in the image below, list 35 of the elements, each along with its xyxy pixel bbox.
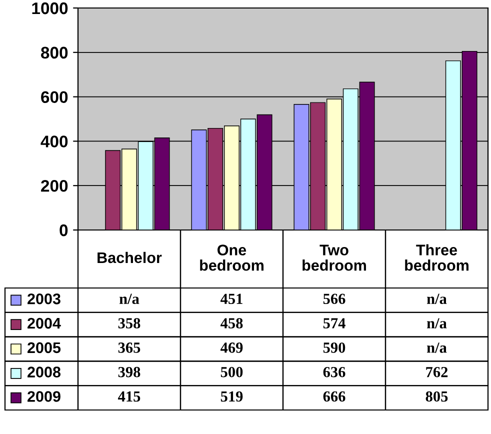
data-label: 762 <box>426 366 448 378</box>
data-label: 451 <box>220 294 242 304</box>
text: n/a <box>426 318 447 328</box>
data-label: 500 <box>220 366 243 378</box>
text: n/a <box>119 294 140 304</box>
x-tick-label: Three bedroom <box>405 244 468 271</box>
data-label: 469 <box>220 342 243 353</box>
data-label: 636 <box>323 366 346 378</box>
legend-label: 2005 <box>28 342 61 354</box>
data-label: 398 <box>118 366 140 378</box>
data-label: 574 <box>323 318 346 328</box>
legend-label: 2004 <box>28 318 61 329</box>
y-tick-label: 200 <box>41 180 68 192</box>
data-label: 415 <box>118 391 140 402</box>
data-label: 805 <box>426 391 448 402</box>
y-tick-label: 400 <box>40 136 68 148</box>
x-tick-label: Two bedroom <box>302 244 366 271</box>
text: n/a <box>426 342 447 353</box>
data-label: 365 <box>118 342 140 353</box>
data-label: 666 <box>323 391 346 402</box>
data-label: 590 <box>323 342 346 353</box>
legend-label: 2003 <box>28 293 60 304</box>
x-tick-label: One bedroom <box>200 244 264 271</box>
data-label: 519 <box>220 391 243 402</box>
y-tick-label: 1000 <box>32 2 68 14</box>
legend-label: 2008 <box>28 366 61 378</box>
y-tick-label: 0 <box>60 224 68 236</box>
y-tick-label: 600 <box>41 91 68 104</box>
text: n/a <box>426 294 447 304</box>
data-label: 358 <box>118 318 140 328</box>
x-tick-label: Bachelor <box>98 252 162 264</box>
y-tick-label: 800 <box>41 46 68 59</box>
data-label: 458 <box>220 318 243 328</box>
data-label: 566 <box>323 294 346 304</box>
legend-label: 2009 <box>28 391 60 402</box>
